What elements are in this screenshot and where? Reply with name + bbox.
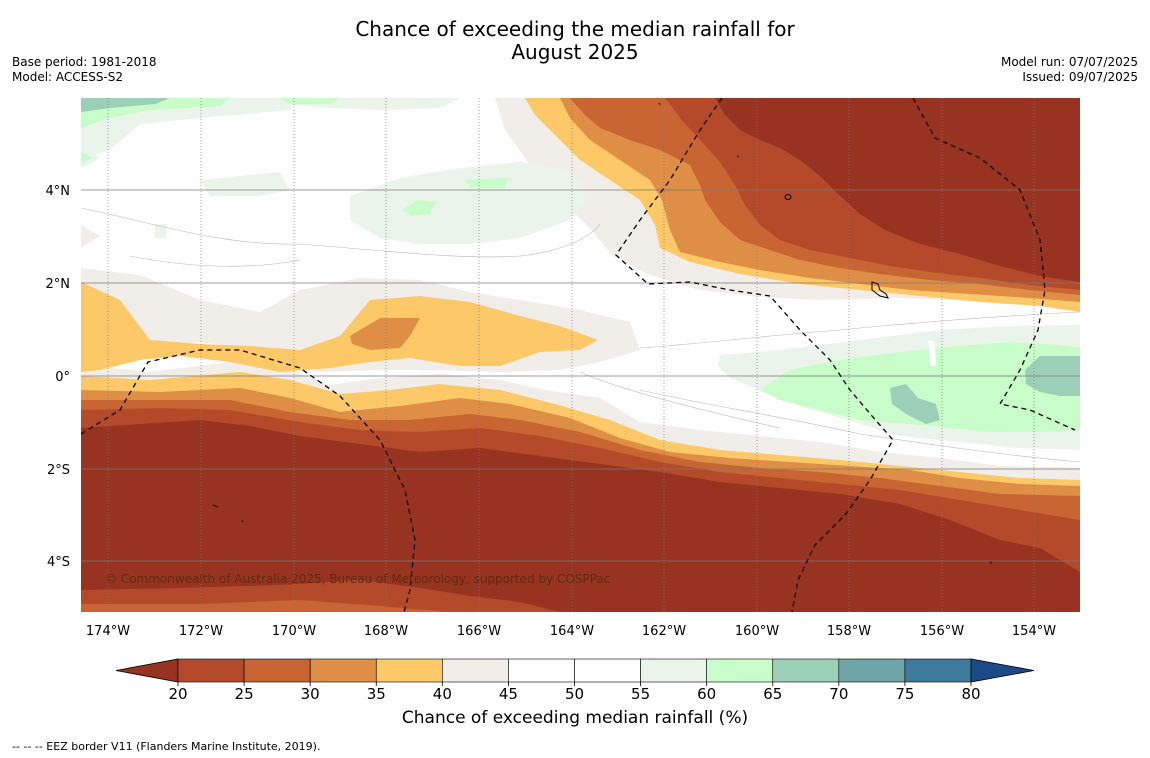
s-contour-below-20 xyxy=(81,420,1080,612)
lon-label: 158°W xyxy=(827,624,871,639)
colorbar-segment xyxy=(177,658,245,683)
e-contour-60-65 xyxy=(760,342,1080,432)
colorbar-segment xyxy=(706,658,774,683)
title-line-1: Chance of exceeding the median rainfall … xyxy=(355,17,795,41)
colorbar-tick-label: 75 xyxy=(895,685,914,703)
lon-label: 160°W xyxy=(735,624,779,639)
c-contour-60-65-a xyxy=(466,178,508,188)
colorbar-segment xyxy=(574,658,641,683)
c-contour-55-60 xyxy=(350,162,590,244)
colorbar-tick-label: 50 xyxy=(565,685,584,703)
latitude-labels: 4°N 2°N 0° 2°S 4°S xyxy=(46,184,71,570)
colorbar-tick-label: 35 xyxy=(367,685,386,703)
nw-contour-55-60 xyxy=(81,98,300,160)
colorbar-segment xyxy=(508,658,575,683)
islands xyxy=(212,102,993,564)
lat-label: 4°S xyxy=(47,555,70,570)
colorbar-tick-label: 65 xyxy=(763,685,782,703)
lon-label: 162°W xyxy=(642,624,686,639)
lon-label: 166°W xyxy=(457,624,501,639)
e-gap-white xyxy=(928,340,936,366)
e-contour-65-70-a xyxy=(890,384,940,424)
model-run: Model run: 07/07/2025 xyxy=(1000,55,1138,69)
longitude-labels: 174°W 172°W 170°W 168°W 166°W 164°W 162°… xyxy=(86,624,1056,639)
issued-date: Issued: 09/07/2025 xyxy=(1022,70,1138,84)
colorbar-tick-label: 70 xyxy=(829,685,848,703)
colorbar-segment xyxy=(309,658,377,683)
nw-contour-65-70 xyxy=(81,98,170,112)
colorbar-segment xyxy=(243,658,311,683)
title-line-2: August 2025 xyxy=(511,40,639,64)
c-contour-60-65-b xyxy=(402,200,436,216)
colorbar-tick-label: 80 xyxy=(961,685,980,703)
colorbar-segment xyxy=(838,658,906,683)
colorbar-tick-label: 60 xyxy=(697,685,716,703)
n-contour-60-65 xyxy=(280,98,340,104)
lon-label: 170°W xyxy=(272,624,316,639)
model-name: Model: ACCESS-S2 xyxy=(12,70,124,84)
meta-right: Model run: 07/07/2025 Issued: 09/07/2025 xyxy=(1001,55,1138,85)
w-contour-30-35 xyxy=(350,318,420,350)
base-period: Base period: 1981-2018 xyxy=(12,55,157,69)
colorbar-segment xyxy=(904,658,972,683)
lon-label: 174°W xyxy=(86,624,130,639)
map-area xyxy=(81,98,1080,612)
colorbar-segment xyxy=(375,658,443,683)
colorbar-segment xyxy=(442,658,509,683)
latitude-gridlines xyxy=(81,189,1080,562)
colorbar-tick-label: 55 xyxy=(631,685,650,703)
colorbar-segment xyxy=(640,658,707,683)
eez-borders xyxy=(81,98,1076,612)
lon-label: 164°W xyxy=(550,624,594,639)
meta-left: Base period: 1981-2018 Model: ACCESS-S2 xyxy=(12,55,157,85)
lat-label: 2°S xyxy=(47,463,70,478)
lat-label: 4°N xyxy=(46,184,71,199)
lon-label: 172°W xyxy=(179,624,223,639)
lat-label: 0° xyxy=(55,370,70,385)
colorbar-tick-label: 20 xyxy=(168,685,187,703)
lon-label: 156°W xyxy=(920,624,964,639)
colorbar: 20 25 30 35 40 45 50 55 60 65 70 75 80 xyxy=(115,658,1035,703)
colorbar-tick-label: 40 xyxy=(433,685,452,703)
lon-label: 168°W xyxy=(364,624,408,639)
lat-label: 2°N xyxy=(46,277,71,292)
colorbar-extend-high xyxy=(970,658,1035,683)
w-tiny-patch xyxy=(155,224,167,238)
ne-small-patch xyxy=(622,122,642,132)
copyright-notice: © Commonwealth of Australia 2025, Bureau… xyxy=(105,572,611,586)
nw-coast-patch-2 xyxy=(81,152,93,164)
colorbar-tick-label: 30 xyxy=(301,685,320,703)
w-patch-40-45 xyxy=(81,225,100,248)
colorbar-label: Chance of exceeding median rainfall (%) xyxy=(401,708,749,728)
colorbar-tick-label: 25 xyxy=(235,685,254,703)
thin-contours xyxy=(81,207,1080,463)
lon-label: 154°W xyxy=(1012,624,1056,639)
map-title: Chance of exceeding the median rainfall … xyxy=(0,18,1150,64)
colorbar-segment xyxy=(772,658,840,683)
colorbar-tick-label: 45 xyxy=(499,685,518,703)
colorbar-extend-low xyxy=(115,658,179,683)
eez-footnote: -- -- -- EEZ border V11 (Flanders Marine… xyxy=(12,740,321,753)
s-bottom-band-2 xyxy=(81,600,450,612)
